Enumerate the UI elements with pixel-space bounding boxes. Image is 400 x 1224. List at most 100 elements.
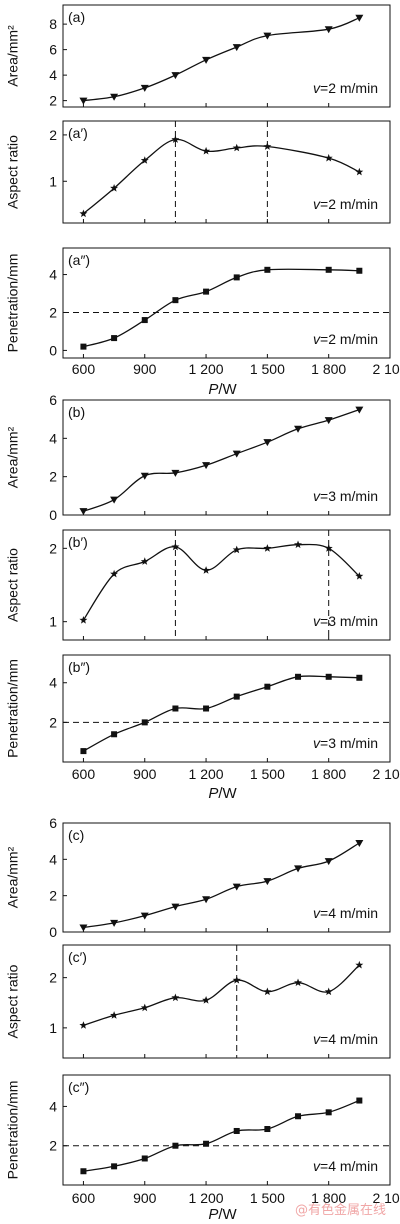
data-point: [80, 343, 87, 350]
y-tick-label: 2: [49, 888, 57, 904]
data-point: [355, 572, 364, 580]
data-point: [203, 288, 210, 295]
chart-panel: 1 2 (c′) v=4 m/min Aspect ratio: [5, 944, 391, 1059]
data-point: [263, 987, 272, 996]
y-axis-title: Aspect ratio: [5, 548, 21, 622]
x-tick-label: 1 800: [311, 361, 346, 377]
data-point: [202, 56, 211, 64]
plot-frame: [62, 1074, 391, 1186]
plot-frame: [62, 4, 391, 108]
data-point: [264, 1126, 271, 1133]
series-line: [83, 1099, 360, 1172]
data-point: [140, 557, 149, 565]
panel-label: (c′): [68, 949, 87, 965]
series-line: [83, 842, 360, 929]
data-point: [325, 673, 332, 680]
y-tick-label: 4: [49, 430, 57, 446]
y-axis-title: Area/mm²: [5, 25, 21, 87]
data-point: [140, 472, 149, 480]
y-tick-label: 2: [49, 469, 57, 485]
data-point: [294, 540, 302, 549]
data-point: [79, 1021, 88, 1029]
data-point: [233, 693, 240, 700]
data-point: [110, 184, 119, 192]
data-point: [232, 883, 241, 891]
chart-panel: 0 2 4 (a″) v=2 m/min Penetration/mm 600 900 1 20…: [5, 247, 400, 398]
x-tick-label: 1 500: [250, 361, 285, 377]
data-point: [263, 544, 272, 552]
data-point: [171, 903, 180, 911]
chart-panel: 0 2 4 6 (c) v=4 m/min Area/mm²: [5, 815, 391, 940]
y-tick-label: 4: [49, 851, 57, 867]
speed-annotation: v=3 m/min: [313, 735, 378, 751]
data-point: [140, 156, 149, 164]
speed-annotation: v=3 m/min: [313, 488, 378, 504]
plot-frame: [62, 399, 391, 516]
y-tick-label: 4: [49, 267, 57, 283]
y-axis-title: Penetration/mm: [5, 1081, 21, 1180]
x-tick-label: 2 100: [372, 766, 400, 782]
y-tick-label: 1: [49, 173, 57, 189]
data-point: [202, 996, 211, 1004]
data-point: [141, 317, 148, 324]
data-point: [140, 84, 149, 92]
data-point: [203, 1140, 210, 1147]
panel-label: (a″): [68, 252, 90, 268]
data-point: [232, 450, 241, 458]
panel-label: (c″): [68, 1079, 89, 1095]
data-point: [264, 266, 271, 273]
y-tick-label: 2: [49, 970, 57, 986]
panel-label: (a): [68, 9, 85, 25]
data-point: [263, 439, 272, 447]
data-point: [80, 1168, 87, 1175]
data-point: [110, 93, 119, 101]
data-point: [294, 865, 303, 873]
data-point: [172, 297, 179, 304]
data-point: [355, 839, 364, 847]
y-tick-label: 4: [49, 67, 57, 83]
panel-label: (b″): [68, 659, 90, 675]
chart-panel: 2 4 (c″) v=4 m/min Penetration/mm 600 900 1 200…: [5, 1074, 400, 1223]
data-point: [325, 266, 332, 273]
x-tick-label: 1 200: [189, 1190, 224, 1206]
data-point: [232, 44, 241, 52]
y-tick-label: 6: [49, 42, 57, 58]
plot-frame: [62, 247, 391, 359]
data-point: [202, 566, 211, 574]
data-point: [355, 167, 364, 176]
data-point: [202, 146, 211, 155]
y-tick-label: 4: [49, 1098, 57, 1114]
y-axis-title: Penetration/mm: [5, 254, 21, 353]
speed-annotation: v=4 m/min: [313, 1158, 378, 1174]
plot-frame: [62, 822, 391, 933]
data-point: [233, 1127, 240, 1134]
data-point: [233, 274, 240, 281]
data-point: [324, 544, 333, 552]
x-tick-label: 1 800: [311, 766, 346, 782]
data-point: [110, 919, 119, 927]
data-point: [356, 1097, 363, 1104]
y-tick-label: 6: [49, 815, 57, 831]
speed-annotation: v=2 m/min: [313, 196, 378, 212]
y-tick-label: 2: [49, 714, 57, 730]
data-point: [324, 987, 333, 996]
y-tick-label: 1: [49, 614, 57, 630]
x-tick-label: 2 100: [372, 361, 400, 377]
series-line: [83, 964, 360, 1027]
data-point: [110, 496, 119, 504]
x-axis-title: P/W: [208, 1206, 237, 1223]
data-point: [79, 209, 88, 218]
x-tick-label: 1 800: [311, 1190, 346, 1206]
data-point: [171, 72, 180, 80]
y-tick-label: 6: [49, 392, 57, 408]
data-point: [356, 267, 363, 274]
data-point: [140, 912, 149, 920]
x-tick-label: 900: [133, 361, 157, 377]
data-point: [355, 960, 364, 969]
x-axis-title: P/W: [208, 381, 237, 398]
data-point: [355, 406, 364, 414]
data-point: [324, 858, 333, 866]
x-tick-label: 900: [133, 1190, 157, 1206]
y-tick-label: 2: [49, 127, 57, 143]
data-point: [79, 508, 88, 516]
